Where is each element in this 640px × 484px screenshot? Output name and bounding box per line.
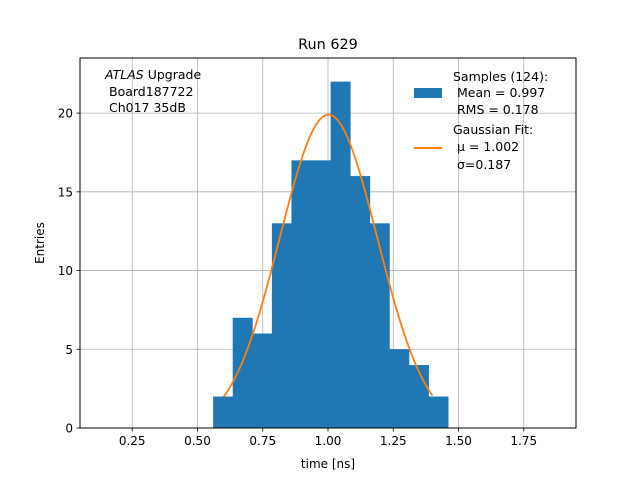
x-tick-label: 1.50 xyxy=(445,434,472,448)
info-text-block: ATLAS Upgrade Board187722 Ch017 35dB xyxy=(104,67,201,115)
y-tick-label: 5 xyxy=(65,343,73,357)
legend-samples-mean: Mean = 0.997 xyxy=(453,85,545,100)
histogram-bars xyxy=(213,81,449,429)
histogram-bar xyxy=(232,317,253,428)
histogram-bar xyxy=(213,396,234,428)
gaussian-fit-line xyxy=(222,113,434,398)
x-tick-label: 0.25 xyxy=(119,434,146,448)
histogram-bar xyxy=(271,223,292,428)
upgrade-label: Upgrade xyxy=(144,67,202,82)
y-tick-label: 10 xyxy=(58,264,73,278)
legend: Samples (124): Mean = 0.997 RMS = 0.178 … xyxy=(414,69,548,172)
histogram-bar xyxy=(330,81,351,429)
histogram-bar xyxy=(311,160,332,428)
experiment-label: ATLAS Upgrade xyxy=(104,67,201,82)
board-label: Board187722 xyxy=(109,84,193,99)
x-axis-ticks: 0.25 0.50 0.75 1.00 1.25 1.50 1.75 xyxy=(119,428,537,448)
legend-fit-sigma: σ=0.187 xyxy=(453,157,511,172)
legend-samples-swatch xyxy=(414,88,442,98)
x-axis-label: time [ns] xyxy=(301,457,355,471)
y-tick-label: 15 xyxy=(58,185,73,199)
x-tick-label: 1.00 xyxy=(315,434,342,448)
histogram-bar xyxy=(369,223,390,428)
x-tick-label: 0.50 xyxy=(184,434,211,448)
histogram-bar xyxy=(252,333,273,428)
x-tick-label: 1.25 xyxy=(380,434,407,448)
histogram-bar xyxy=(428,396,449,428)
histogram-bar xyxy=(389,349,410,428)
x-tick-label: 1.75 xyxy=(510,434,537,448)
legend-fit-title: Gaussian Fit: xyxy=(453,122,533,137)
histogram-bar xyxy=(350,176,371,428)
gaussian-fit-curve xyxy=(222,113,434,398)
legend-samples-rms: RMS = 0.178 xyxy=(453,102,539,117)
channel-label: Ch017 35dB xyxy=(109,100,186,115)
histogram-bar xyxy=(291,160,312,428)
y-axis-label: Entries xyxy=(33,222,47,264)
atlas-label: ATLAS xyxy=(104,67,144,82)
legend-samples-title: Samples (124): xyxy=(453,69,548,84)
y-axis-ticks: 0 5 10 15 20 xyxy=(58,107,80,436)
y-tick-label: 0 xyxy=(65,422,73,436)
legend-fit-mu: μ = 1.002 xyxy=(453,139,519,154)
histogram-bar xyxy=(408,365,429,428)
y-tick-label: 20 xyxy=(58,107,73,121)
x-tick-label: 0.75 xyxy=(249,434,276,448)
chart-title: Run 629 xyxy=(298,37,358,53)
